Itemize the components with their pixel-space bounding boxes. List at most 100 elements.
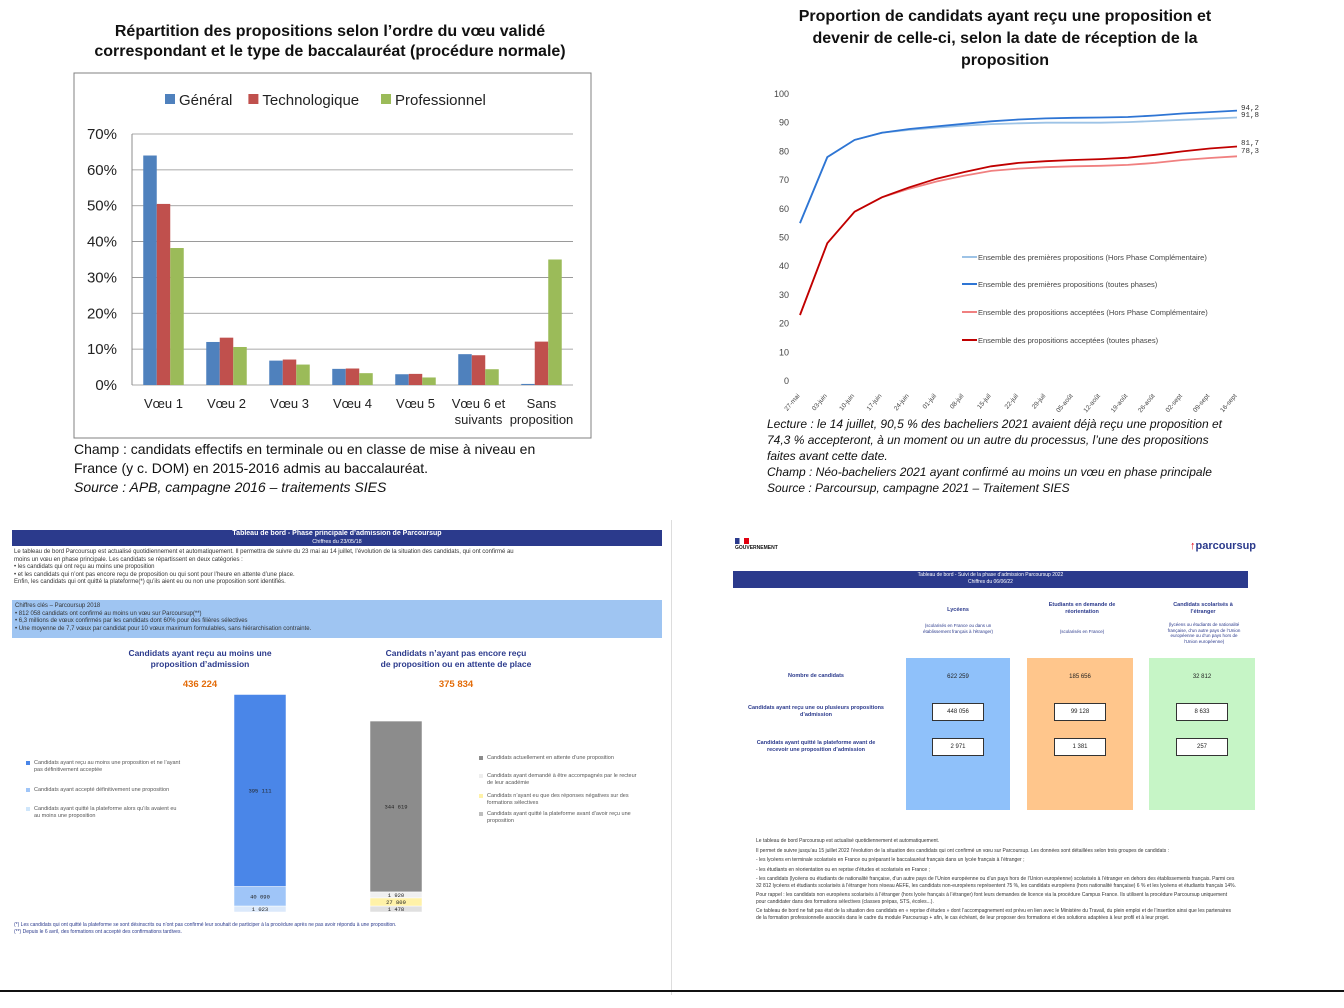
series-line bbox=[799, 116, 1238, 224]
x-tick-label: 10-juin bbox=[838, 392, 856, 412]
col-etudiants: 185 656 99 128 1 381 bbox=[1027, 658, 1133, 810]
dashboard-2018-footnotes: (*) Les candidats qui ont quitté la plat… bbox=[14, 922, 654, 935]
col-etudiants-subtitle: (scolarisés en France) bbox=[1059, 629, 1105, 634]
etranger-nombre: 32 812 bbox=[1192, 674, 1212, 680]
y-tick-label: 70% bbox=[87, 126, 117, 143]
line-chart-title: Proportion de candidats ayant reçu une p… bbox=[740, 6, 1270, 72]
legend-swatch bbox=[479, 794, 483, 798]
parcoursup-logo: ↑parcoursup bbox=[1190, 540, 1256, 552]
key-figure-line: Chiffres clés – Parcoursup 2018 bbox=[15, 603, 101, 609]
bar-chart-source: Source : APB, campagne 2016 – traitement… bbox=[74, 479, 387, 495]
y-tick-label: 0 bbox=[784, 376, 789, 386]
x-tick-label: Vœu 3 bbox=[270, 396, 309, 411]
line-chart-note-line3: faites avant cette date. bbox=[767, 449, 888, 463]
intro-line: Le tableau de bord Parcoursup est actual… bbox=[14, 549, 514, 555]
bar-général bbox=[269, 360, 283, 385]
government-logo-text: GOUVERNEMENT bbox=[735, 545, 778, 551]
line-chart-note-line1: Lecture : le 14 juillet, 90,5 % des bach… bbox=[767, 417, 1222, 431]
received-proposal-heading-line2: proposition d’admission bbox=[150, 659, 250, 669]
bar-général bbox=[395, 374, 409, 385]
legend-label: Général bbox=[179, 92, 232, 109]
line-chart-notes: Lecture : le 14 juillet, 90,5 % des bach… bbox=[767, 416, 1247, 496]
etudiants-nombre: 185 656 bbox=[1069, 674, 1091, 680]
lyceens-quitte: 2 971 bbox=[932, 738, 984, 756]
etudiants-propositions: 99 128 bbox=[1054, 703, 1106, 721]
series-end-label: 91,8 bbox=[1241, 112, 1259, 120]
legend-item: Candidats ayant reçu au moins une propos… bbox=[26, 760, 184, 773]
legend-item: Candidats actuellement en attente d’une … bbox=[479, 755, 637, 762]
y-tick-label: 30 bbox=[779, 290, 789, 300]
bar-professionnel bbox=[359, 373, 373, 385]
government-logo: GOUVERNEMENT bbox=[735, 538, 778, 551]
bar-professionnel bbox=[485, 369, 499, 385]
line-chart-title-line3: proposition bbox=[961, 52, 1049, 69]
y-tick-label: 90 bbox=[779, 118, 789, 128]
stack-segment bbox=[369, 720, 423, 893]
bar-général bbox=[521, 383, 535, 385]
dashboard-2018-title: Tableau de bord - Phase principale d’adm… bbox=[232, 530, 442, 537]
series-end-label: 78,3 bbox=[1241, 148, 1260, 156]
y-tick-label: 30% bbox=[87, 269, 117, 286]
stack-value-label: 344 619 bbox=[384, 803, 407, 810]
y-tick-label: 70 bbox=[779, 175, 789, 185]
awaiting-proposal-total: 375 834 bbox=[438, 679, 474, 690]
bar-général bbox=[332, 368, 346, 385]
x-tick-label: 24-juin bbox=[893, 392, 911, 412]
line-chart-note-line2: 74,3 % accepteront, à un moment ou un au… bbox=[767, 433, 1209, 447]
y-tick-label: 40 bbox=[779, 261, 789, 271]
bar-professionnel bbox=[422, 377, 436, 385]
x-tick-label: suivants bbox=[455, 412, 503, 427]
received-proposal-heading-line1: Candidats ayant reçu au moins une bbox=[128, 648, 272, 658]
legend-swatch bbox=[165, 94, 175, 104]
intro-line: • et les candidats qui n’ont pas encore … bbox=[14, 571, 295, 578]
bar-technologique bbox=[156, 203, 171, 385]
note-paragraph: - les étudiants en réorientation ou en r… bbox=[756, 866, 930, 873]
bar-chart-frame bbox=[73, 72, 592, 439]
legend-swatch bbox=[248, 94, 259, 104]
x-tick-label: 05-août bbox=[1055, 393, 1075, 415]
y-tick-label: 60 bbox=[779, 204, 789, 214]
intro-line: Enfin, les candidats qui ont quitté la p… bbox=[14, 579, 286, 585]
col-lyceens-subtitle: (scolarisés en France ou dans un établis… bbox=[922, 623, 994, 634]
legend-label: Ensemble des propositions acceptées (tou… bbox=[978, 336, 1159, 345]
lyceens-nombre: 622 259 bbox=[947, 674, 969, 680]
dashboard-2018-intro: Le tableau de bord Parcoursup est actual… bbox=[14, 549, 659, 587]
y-tick-label: 50% bbox=[87, 198, 117, 215]
note-paragraph: - les lycéens en terminale scolarisés en… bbox=[756, 857, 1025, 863]
received-proposal-heading: Candidats ayant reçu au moins une propos… bbox=[100, 648, 300, 670]
bar-général bbox=[458, 354, 472, 385]
dashboard-2018-key-figures: Chiffres clés – Parcoursup 2018 • 812 058… bbox=[12, 600, 662, 638]
x-tick-label: 26-août bbox=[1137, 393, 1157, 415]
lyceens-propositions: 448 056 bbox=[932, 703, 984, 721]
legend-swatch bbox=[26, 788, 30, 792]
bar-technologique bbox=[408, 373, 423, 385]
y-tick-label: 60% bbox=[87, 162, 117, 179]
series-line bbox=[799, 145, 1238, 316]
bar-technologique bbox=[534, 341, 549, 385]
x-tick-label: 29-juil bbox=[1031, 392, 1048, 410]
x-tick-label: Sans bbox=[527, 396, 557, 411]
x-tick-label: 03-juin bbox=[811, 392, 829, 412]
bar-technologique bbox=[282, 359, 297, 385]
stack-value-label: 40 090 bbox=[250, 893, 270, 900]
series-end-label: 94,2 bbox=[1241, 105, 1259, 113]
line-chart-title-line2: devenir de celle-ci, selon la date de ré… bbox=[812, 30, 1198, 47]
panel-divider-vertical bbox=[671, 520, 672, 995]
line-chart-note-line5: Source : Parcoursup, campagne 2021 – Tra… bbox=[767, 481, 1070, 495]
dashboard-2022-notes: Le tableau de bord Parcoursup est actual… bbox=[756, 838, 1236, 924]
key-figure-line: • 812 058 candidats ont confirmé au moin… bbox=[15, 610, 202, 617]
bar-professionnel bbox=[170, 248, 184, 385]
x-tick-label: 01-juil bbox=[922, 392, 939, 410]
awaiting-proposal-heading-line1: Candidats n’ayant pas encore reçu bbox=[385, 648, 527, 658]
x-tick-label: Vœu 6 et bbox=[452, 396, 506, 411]
y-tick-label: 40% bbox=[87, 234, 117, 251]
x-tick-label: 02-sept bbox=[1165, 393, 1184, 414]
y-tick-label: 50 bbox=[779, 233, 789, 243]
parcoursup-arrow-icon: ↑ bbox=[1190, 540, 1196, 552]
stack-value-label: 395 111 bbox=[248, 788, 272, 795]
bar-chart-note-line1: Champ : candidats effectifs en terminale… bbox=[74, 441, 536, 457]
etranger-quitte: 257 bbox=[1176, 738, 1228, 756]
intro-line: moins un vœu en phase principale. Les ca… bbox=[14, 556, 243, 563]
dashboard-2022-title: Tableau de bord - Suivi de la phase d’ad… bbox=[917, 572, 1064, 578]
